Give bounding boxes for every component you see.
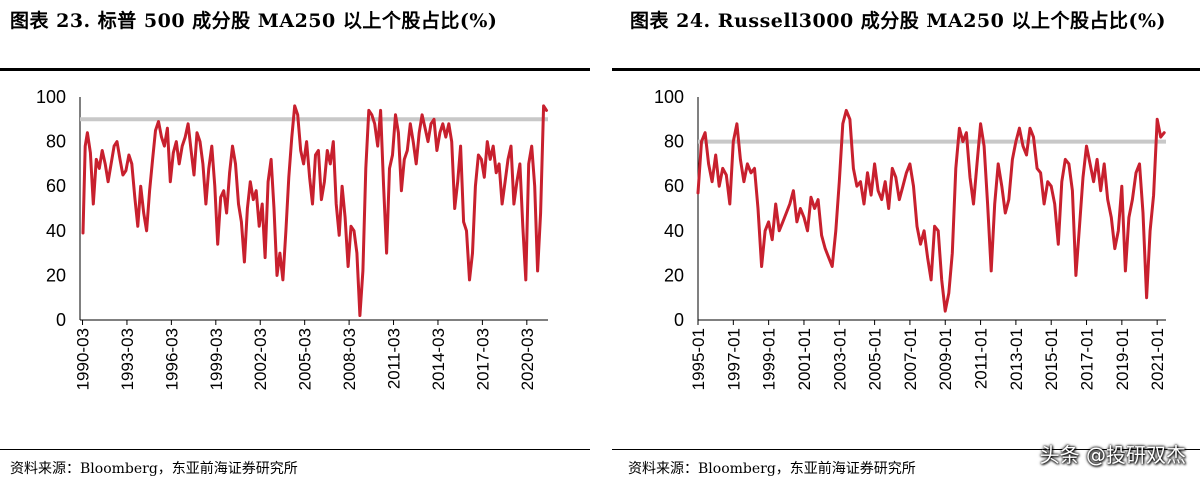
- y-tick-label: 100: [36, 87, 66, 107]
- x-tick-label: 2020-03: [518, 328, 537, 390]
- x-tick-label: 2019-01: [1113, 328, 1132, 390]
- source-note: 资料来源：Bloomberg，东亚前海证券研究所: [628, 461, 916, 477]
- top-rule: [612, 68, 1200, 71]
- x-tick-label: 1999-01: [760, 328, 779, 390]
- y-tick-label: 20: [664, 265, 684, 285]
- bottom-rule: [612, 449, 1200, 450]
- bottom-rule: [0, 449, 590, 450]
- chart-title: 图表 24. Russell3000 成分股 MA250 以上个股占比(%): [630, 10, 1166, 32]
- line-chart-russell3000: 0 20 40 60 80 100 1995-01 1997-01 1999-01 2001-01…: [654, 87, 1167, 390]
- x-tick-label: 2017-03: [473, 328, 492, 390]
- x-tick-label: 2002-03: [251, 328, 270, 390]
- x-tick-label: 1996-03: [162, 328, 181, 390]
- chart-panel-russell3000: 图表 24. Russell3000 成分股 MA250 以上个股占比(%) 0…: [612, 0, 1200, 486]
- x-tick-label: 2005-01: [866, 328, 885, 390]
- chart-title: 图表 23. 标普 500 成分股 MA250 以上个股占比(%): [10, 10, 498, 32]
- y-tick-label: 60: [664, 176, 684, 196]
- y-tick-label: 80: [46, 132, 66, 152]
- x-tick-label: 2003-01: [830, 328, 849, 390]
- y-tick-label: 40: [664, 221, 684, 241]
- chart-panel-sp500: 图表 23. 标普 500 成分股 MA250 以上个股占比(%) 0 20 40 6…: [0, 0, 590, 486]
- line-chart-sp500: 0 20 40 60 80 100 1990-03 1993-03 1996-03 1999-03…: [36, 87, 548, 390]
- top-rule: [0, 68, 590, 71]
- y-tick-label: 0: [674, 310, 684, 330]
- y-tick-label: 80: [664, 132, 684, 152]
- x-tick-label: 1990-03: [74, 328, 93, 390]
- y-tick-label: 60: [46, 176, 66, 196]
- series-line: [696, 108, 1166, 313]
- y-tick-label: 40: [46, 221, 66, 241]
- x-tick-label: 2011-01: [972, 328, 991, 389]
- x-tick-label: 1997-01: [724, 328, 743, 390]
- x-tick-label: 2001-01: [795, 328, 814, 390]
- y-tick-label: 20: [46, 265, 66, 285]
- y-tick-label: 0: [56, 310, 66, 330]
- series-line: [81, 104, 548, 317]
- y-tick-label: 100: [654, 87, 684, 107]
- x-tick-label: 2011-03: [385, 328, 404, 389]
- source-note: 资料来源：Bloomberg，东亚前海证券研究所: [10, 461, 298, 477]
- x-tick-label: 1995-01: [689, 328, 708, 390]
- x-tick-label: 2015-01: [1042, 328, 1061, 390]
- x-tick-label: 1999-03: [207, 328, 226, 390]
- x-tick-label: 2005-03: [296, 328, 315, 390]
- x-tick-label: 2007-01: [901, 328, 920, 390]
- x-tick-label: 2013-01: [1007, 328, 1026, 390]
- x-tick-label: 2017-01: [1078, 328, 1097, 390]
- x-tick-label: 2009-01: [936, 328, 955, 390]
- watermark: 头条 @投研双杰: [1039, 443, 1186, 467]
- x-tick-label: 2014-03: [429, 328, 448, 390]
- x-tick-label: 1993-03: [118, 328, 137, 390]
- x-tick-label: 2008-03: [340, 328, 359, 390]
- x-tick-label: 2021-01: [1148, 328, 1167, 390]
